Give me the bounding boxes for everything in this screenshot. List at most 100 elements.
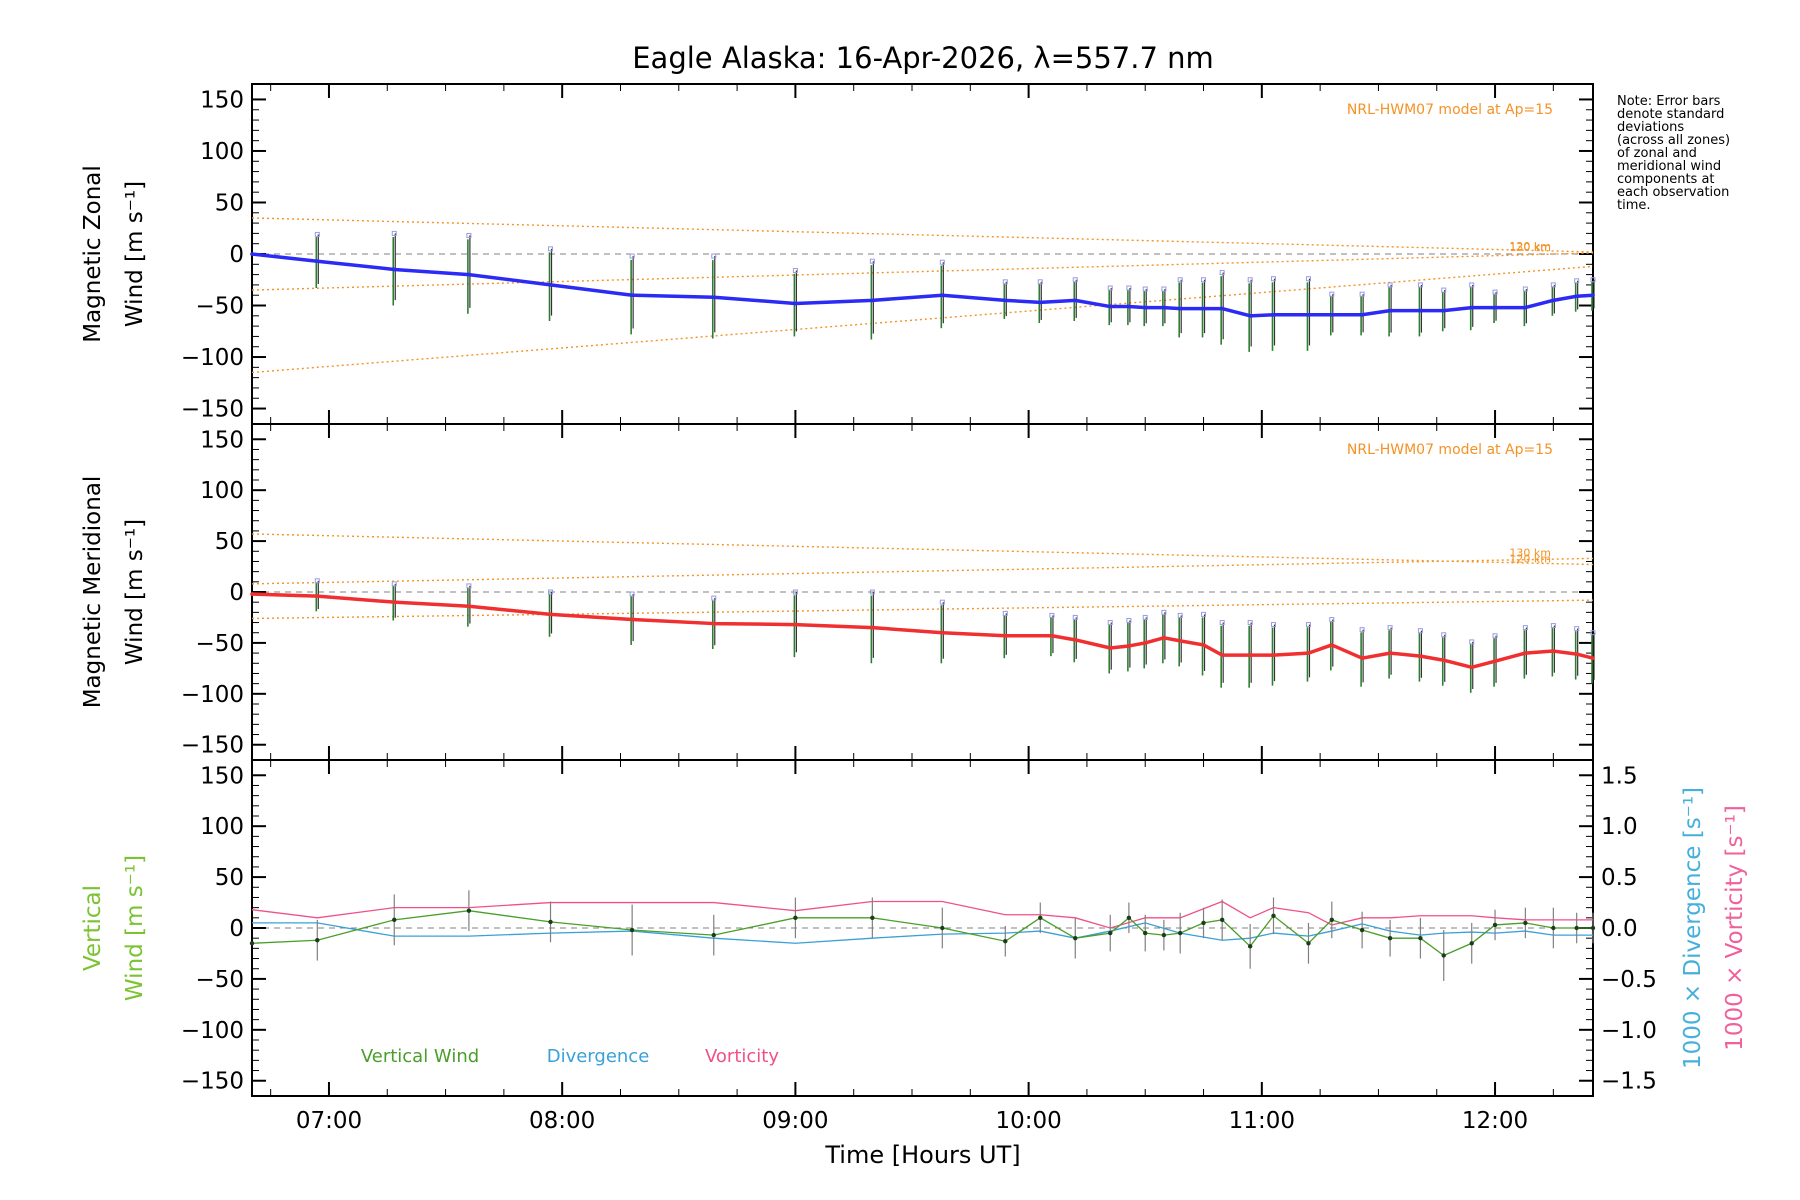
zonal-point [392,267,397,272]
legend-item-divergence: Divergence [547,1046,650,1067]
zone-marker [1126,618,1132,624]
model-curve-label: 130 km [1509,241,1551,254]
legend-item-vertical-wind: Vertical Wind [361,1046,479,1067]
zone-marker [869,589,875,595]
meridional-point [1306,651,1311,655]
meridional-point [467,604,471,609]
y-tick-label: 0 [229,580,244,606]
y-tick-label: −100 [181,682,244,708]
y-tick-label: −150 [181,1069,244,1095]
zonal-point [940,293,945,298]
meridional-point [548,612,553,617]
meridional-point [630,617,634,622]
vertical-wind-point [711,932,716,938]
meridional-point [1108,646,1113,650]
vertical-wind-point [940,925,945,931]
y-tick-label: −150 [181,733,244,759]
zone-marker [1161,609,1167,615]
zone-marker [1417,628,1423,634]
zonal-point [548,283,553,287]
y2-axis-label-divergence: 1000 × Divergence [s⁻¹] [1680,787,1706,1069]
vertical-wind-point [1108,930,1113,936]
zonal-point [1271,312,1276,317]
zone-marker [1590,630,1596,636]
zone-marker [314,578,320,584]
vertical-wind-point [1126,915,1132,921]
zone-marker [629,253,635,259]
model-curve [251,252,1594,291]
zone-marker [1329,291,1335,297]
y2-tick-label: 1.0 [1601,814,1638,840]
meridional-point [1248,653,1252,657]
zonal-point [1441,308,1446,313]
y-tick-label: 150 [200,87,244,113]
zone-marker [939,259,945,265]
zone-marker [1359,291,1365,297]
zonal-point [1108,304,1113,309]
zone-marker [1219,620,1225,626]
y2-tick-label: 0.5 [1601,865,1638,891]
vertical-wind-line [251,910,1593,957]
model-curve [251,599,1594,620]
meridional-point [1329,643,1334,647]
vertical-wind-point [315,938,320,943]
panel-vertical: 150 100 50 0 −50 −100 −150 07:00 08:00 09:00 10:00… [80,759,1748,1134]
zone-marker [1387,625,1393,631]
zone-marker [1550,623,1556,629]
divergence-line [252,922,1593,944]
figure-title: Eagle Alaska: 16-Apr-2026, λ=557.7 nm [632,41,1214,75]
y2-tick-label: −1.5 [1601,1069,1657,1095]
zone-marker [466,232,472,238]
meridional-point [1220,653,1224,657]
vertical-wind-point [1143,930,1148,936]
zone-marker [1270,276,1276,282]
zone-marker [1305,276,1311,282]
meridional-point [1388,651,1392,655]
zone-marker [1492,633,1498,639]
y-tick-label: 0 [229,916,244,942]
zone-marker [1142,614,1148,620]
meridional-point [1493,659,1497,664]
zone-marker [1247,620,1253,626]
zone-marker [1107,620,1113,626]
zone-marker [1002,279,1008,285]
vertical-wind-point [1359,927,1365,933]
x-tick-label: 12:00 [1462,1108,1528,1134]
model-curve [251,265,1594,374]
y2-tick-label: 1.5 [1601,763,1638,789]
y2-tick-label: −1.0 [1601,1018,1657,1044]
zonal-point [1248,314,1252,318]
model-curve [251,533,1594,566]
meridional-point [1201,643,1206,647]
zone-marker [1469,282,1475,288]
meridional-point [1003,633,1008,638]
meridional-point [1441,658,1446,663]
zonal-point [1591,293,1595,298]
meridional-point [392,600,397,604]
model-curve-label: 120 km [1509,240,1551,253]
model-curve [251,217,1594,253]
zonal-point [1143,305,1148,310]
zonal-point [315,259,320,264]
zone-marker [314,231,320,237]
vertical-wind-point [1219,917,1225,923]
vertical-wind-point [1441,953,1446,958]
zone-marker [1049,612,1055,618]
vorticity-line [251,900,1593,929]
vertical-wind-point [1469,941,1474,946]
y-tick-label: −50 [195,967,244,993]
zonal-point [1073,298,1078,303]
zonal-point [1201,306,1206,311]
meridional-point [1523,651,1528,655]
y-tick-label: 50 [215,529,244,555]
vertical-wind-point [1590,925,1596,931]
zone-marker [711,595,717,601]
meridional-point [1143,641,1148,645]
y-tick-label: −100 [181,1018,244,1044]
zonal-point [870,298,875,303]
zone-marker [629,591,635,597]
y-axis-label: Vertical [80,885,106,971]
zone-marker [1072,614,1078,620]
zone-marker [1522,286,1528,292]
meridional-point [1050,633,1054,638]
